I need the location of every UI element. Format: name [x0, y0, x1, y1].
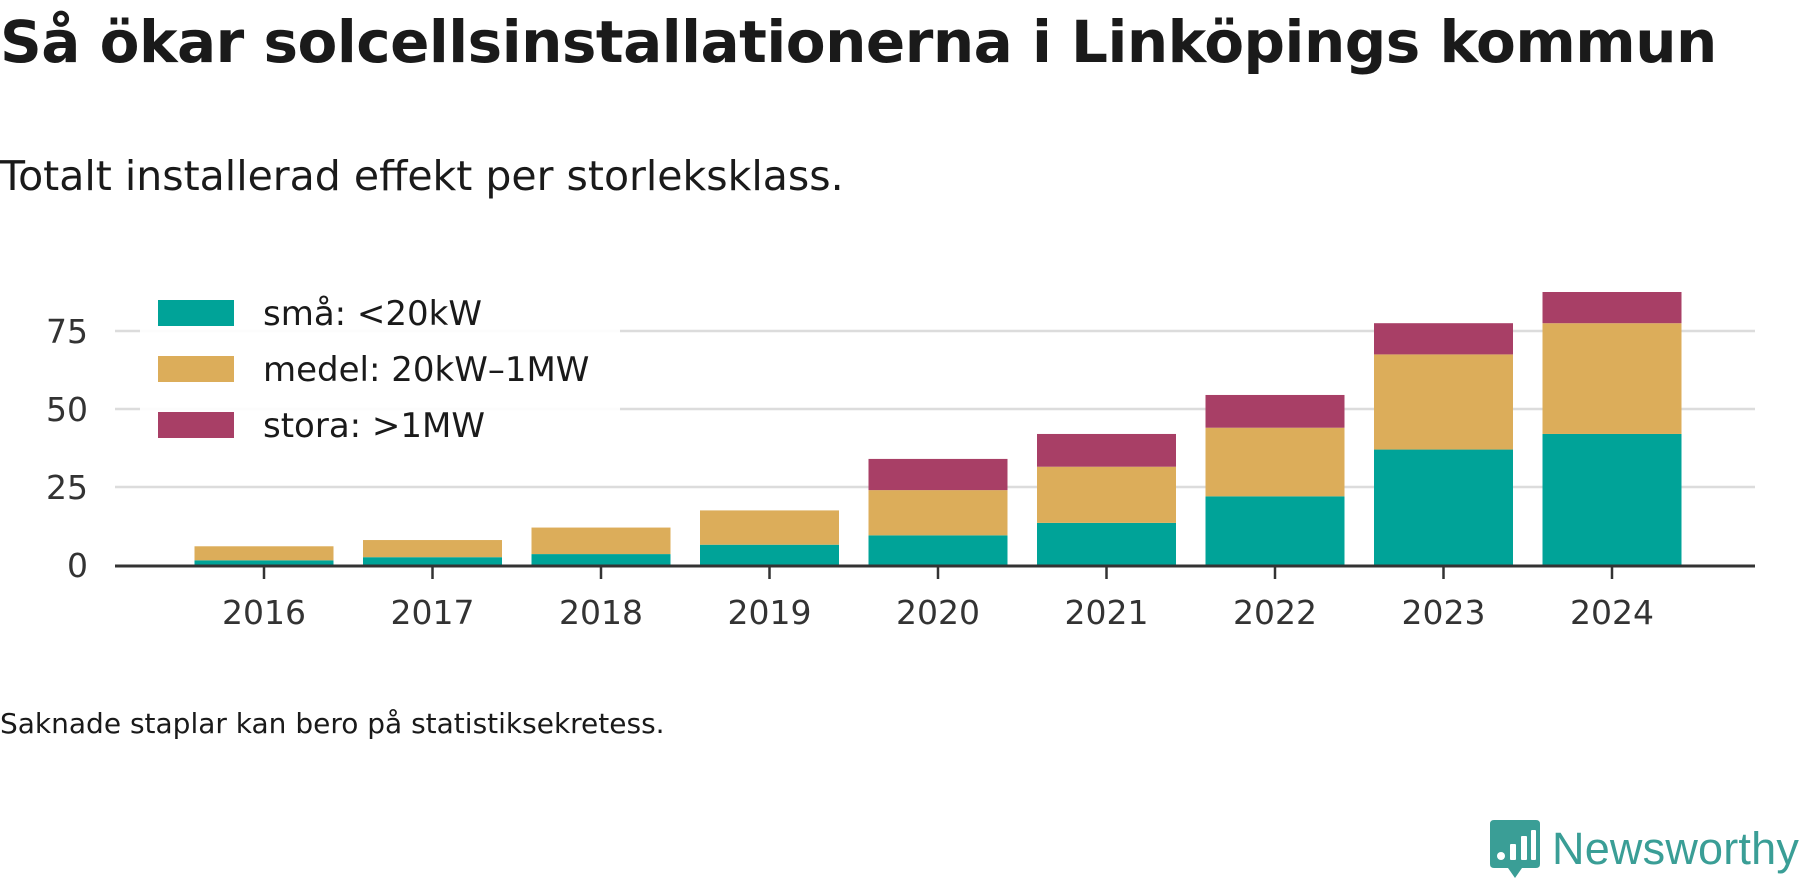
bar-segment	[1205, 427, 1345, 497]
legend: små: <20kW medel: 20kW–1MW stora: >1MW	[140, 280, 620, 446]
x-tick-label: 2022	[1233, 593, 1317, 632]
bar-segment	[1037, 522, 1176, 565]
bar-segment	[1374, 354, 1513, 450]
bar-segment	[363, 540, 502, 558]
y-tick-label: 25	[46, 468, 88, 507]
y-tick-label: 0	[67, 546, 88, 585]
footnote: Saknade staplar kan bero på statistiksek…	[0, 707, 665, 740]
x-tick-label: 2016	[222, 593, 306, 632]
bar-segment	[700, 544, 839, 565]
bar-segment	[868, 535, 1008, 565]
bar-segment	[1037, 433, 1176, 467]
bar-segment	[1205, 394, 1345, 428]
x-tick-label: 2019	[728, 593, 812, 632]
legend-label: medel: 20kW–1MW	[263, 350, 589, 390]
bar-segment	[700, 510, 839, 545]
chart-title: Så ökar solcellsinstallationerna i Linkö…	[0, 8, 1717, 76]
bar-segment	[1205, 496, 1345, 565]
bar-segment	[1374, 323, 1513, 355]
bar-segment	[363, 557, 502, 565]
legend-label: små: <20kW	[263, 294, 482, 334]
bar-segment	[868, 458, 1008, 491]
legend-label: stora: >1MW	[263, 406, 485, 446]
newsworthy-logo-icon	[1490, 820, 1540, 878]
brand-name: Newsworthy	[1552, 823, 1800, 874]
y-axis: 0 25 50 75	[46, 312, 88, 585]
bar-segment	[868, 490, 1008, 536]
x-tick-label: 2021	[1065, 593, 1149, 632]
bar-segment	[1542, 323, 1682, 434]
legend-swatch	[158, 412, 234, 438]
bar-segment	[194, 560, 334, 565]
bar-segment	[194, 546, 334, 561]
y-tick-label: 75	[46, 312, 88, 351]
bar-segment	[531, 554, 671, 565]
bar-segment	[1542, 292, 1682, 324]
x-tick-label: 2020	[896, 593, 980, 632]
brand-logo: Newsworthy	[1490, 818, 1799, 880]
bar-segment	[1374, 449, 1513, 565]
legend-swatch	[158, 300, 234, 326]
bars	[194, 292, 1682, 565]
bar-segment	[1542, 433, 1682, 565]
bar-segment	[1037, 466, 1176, 523]
x-axis: 2016 2017 2018 2019 2020 2021 2022 2023 2024	[115, 564, 1755, 632]
x-tick-label: 2018	[559, 593, 643, 632]
x-tick-label: 2017	[391, 593, 475, 632]
y-tick-label: 50	[46, 390, 88, 429]
x-tick-label: 2023	[1402, 593, 1486, 632]
x-tick-label: 2024	[1570, 593, 1654, 632]
bar-segment	[531, 527, 671, 555]
legend-swatch	[158, 356, 234, 382]
chart-subtitle: Totalt installerad effekt per storlekskl…	[0, 152, 844, 200]
